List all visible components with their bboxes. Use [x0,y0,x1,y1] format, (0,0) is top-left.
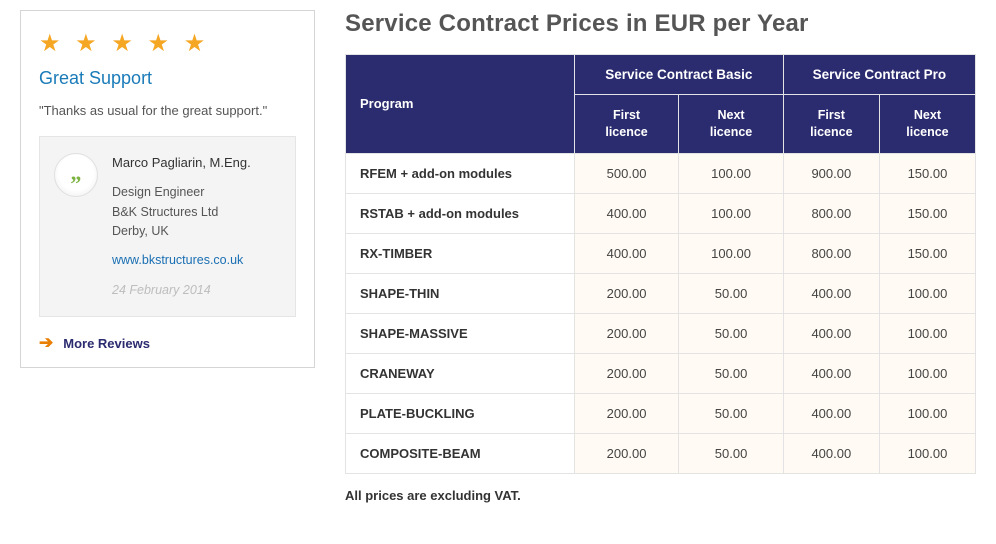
page-container: ★ ★ ★ ★ ★ Great Support "Thanks as usual… [20,10,976,503]
cell-value: 400.00 [783,353,879,393]
cell-program: SHAPE-THIN [346,273,575,313]
cell-value: 50.00 [679,273,784,313]
review-text: "Thanks as usual for the great support." [39,103,296,118]
col-program: Program [346,55,575,154]
cell-value: 800.00 [783,193,879,233]
cell-value: 400.00 [783,313,879,353]
cell-value: 800.00 [783,233,879,273]
cell-program: RSTAB + add-on modules [346,193,575,233]
table-row: RX-TIMBER400.00100.00800.00150.00 [346,233,976,273]
more-reviews[interactable]: ➔ More Reviews [39,333,296,353]
cell-value: 100.00 [679,233,784,273]
cell-value: 50.00 [679,433,784,473]
review-date: 24 February 2014 [112,281,251,300]
cell-value: 100.00 [879,353,975,393]
col-basic-next: Nextlicence [679,95,784,154]
table-row: RFEM + add-on modules500.00100.00900.001… [346,153,976,193]
review-card: ★ ★ ★ ★ ★ Great Support "Thanks as usual… [20,10,315,368]
cell-value: 150.00 [879,193,975,233]
col-pro-first: Firstlicence [783,95,879,154]
table-row: COMPOSITE-BEAM200.0050.00400.00100.00 [346,433,976,473]
cell-value: 100.00 [679,193,784,233]
cell-program: PLATE-BUCKLING [346,393,575,433]
cell-value: 100.00 [679,153,784,193]
cell-value: 200.00 [574,393,678,433]
reviewer-location: Derby, UK [112,222,251,241]
cell-value: 200.00 [574,433,678,473]
reviewer-box: „ Marco Pagliarin, M.Eng. Design Enginee… [39,136,296,317]
arrow-right-icon: ➔ [39,333,53,353]
vat-note: All prices are excluding VAT. [345,488,976,503]
cell-program: SHAPE-MASSIVE [346,313,575,353]
col-basic-first: Firstlicence [574,95,678,154]
pricing-tbody: RFEM + add-on modules500.00100.00900.001… [346,153,976,473]
page-title: Service Contract Prices in EUR per Year [345,10,976,38]
cell-value: 400.00 [783,273,879,313]
cell-value: 200.00 [574,353,678,393]
cell-value: 150.00 [879,233,975,273]
cell-program: RFEM + add-on modules [346,153,575,193]
cell-value: 900.00 [783,153,879,193]
table-row: SHAPE-MASSIVE200.0050.00400.00100.00 [346,313,976,353]
quote-icon: „ [71,162,82,184]
reviewer-company: B&K Structures Ltd [112,203,251,222]
cell-value: 200.00 [574,273,678,313]
cell-value: 50.00 [679,393,784,433]
table-row: RSTAB + add-on modules400.00100.00800.00… [346,193,976,233]
more-reviews-link[interactable]: More Reviews [63,336,150,351]
cell-value: 150.00 [879,153,975,193]
cell-program: COMPOSITE-BEAM [346,433,575,473]
pricing-table: Program Service Contract Basic Service C… [345,54,976,474]
cell-value: 400.00 [574,193,678,233]
cell-value: 400.00 [783,433,879,473]
review-title: Great Support [39,68,296,89]
reviewer-name: Marco Pagliarin, M.Eng. [112,153,251,173]
main-content: Service Contract Prices in EUR per Year … [345,10,976,503]
cell-value: 100.00 [879,313,975,353]
cell-value: 400.00 [783,393,879,433]
reviewer-link[interactable]: www.bkstructures.co.uk [112,253,243,267]
cell-program: CRANEWAY [346,353,575,393]
reviewer-info: Marco Pagliarin, M.Eng. Design Engineer … [112,153,251,300]
table-row: CRANEWAY200.0050.00400.00100.00 [346,353,976,393]
table-row: SHAPE-THIN200.0050.00400.00100.00 [346,273,976,313]
cell-value: 100.00 [879,433,975,473]
col-group-pro: Service Contract Pro [783,55,975,95]
cell-value: 50.00 [679,353,784,393]
cell-value: 500.00 [574,153,678,193]
rating-stars: ★ ★ ★ ★ ★ [39,29,296,58]
cell-value: 400.00 [574,233,678,273]
reviewer-role: Design Engineer [112,183,251,202]
col-group-basic: Service Contract Basic [574,55,783,95]
cell-value: 200.00 [574,313,678,353]
cell-value: 50.00 [679,313,784,353]
cell-value: 100.00 [879,273,975,313]
col-pro-next: Nextlicence [879,95,975,154]
cell-value: 100.00 [879,393,975,433]
table-row: PLATE-BUCKLING200.0050.00400.00100.00 [346,393,976,433]
avatar: „ [54,153,98,197]
cell-program: RX-TIMBER [346,233,575,273]
